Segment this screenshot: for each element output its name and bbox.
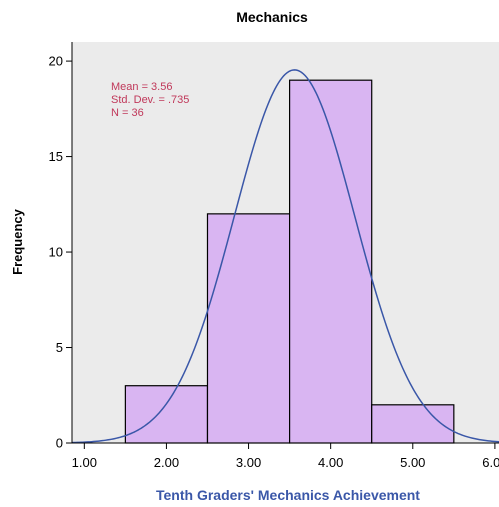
stat-std-dev: Std. Dev. = .735 [111, 94, 189, 106]
histogram-bar-1 [124, 385, 209, 444]
x-tick-label: 6.00 [482, 455, 499, 470]
y-ticks-group: 0 5 10 15 20 [49, 54, 72, 451]
chart-title: Mechanics [236, 9, 308, 25]
x-tick-label: 1.00 [72, 455, 97, 470]
y-tick-label: 20 [49, 54, 63, 69]
x-tick-label: 5.00 [400, 455, 425, 470]
y-tick-label: 15 [49, 149, 63, 164]
x-tick-label: 3.00 [236, 455, 261, 470]
x-ticks-group: 1.00 2.00 3.00 4.00 5.00 6.00 [72, 443, 499, 470]
axes-group [71, 42, 499, 444]
y-tick-label: 5 [56, 340, 63, 355]
histogram-bar-3 [289, 79, 373, 444]
bars-group [124, 79, 455, 444]
y-tick-label: 0 [56, 436, 63, 451]
x-axis-label: Tenth Graders' Mechanics Achievement [156, 487, 420, 503]
stats-box: Mean = 3.56 Std. Dev. = .735 N = 36 [111, 81, 189, 119]
stat-n: N = 36 [111, 107, 144, 119]
normal-curve [71, 69, 499, 444]
y-axis-label: Frequency [10, 208, 25, 275]
histogram-bar-2 [206, 213, 291, 444]
x-tick-label: 2.00 [154, 455, 179, 470]
y-tick-label: 10 [49, 245, 63, 260]
stat-mean: Mean = 3.56 [111, 81, 172, 93]
x-tick-label: 4.00 [318, 455, 343, 470]
